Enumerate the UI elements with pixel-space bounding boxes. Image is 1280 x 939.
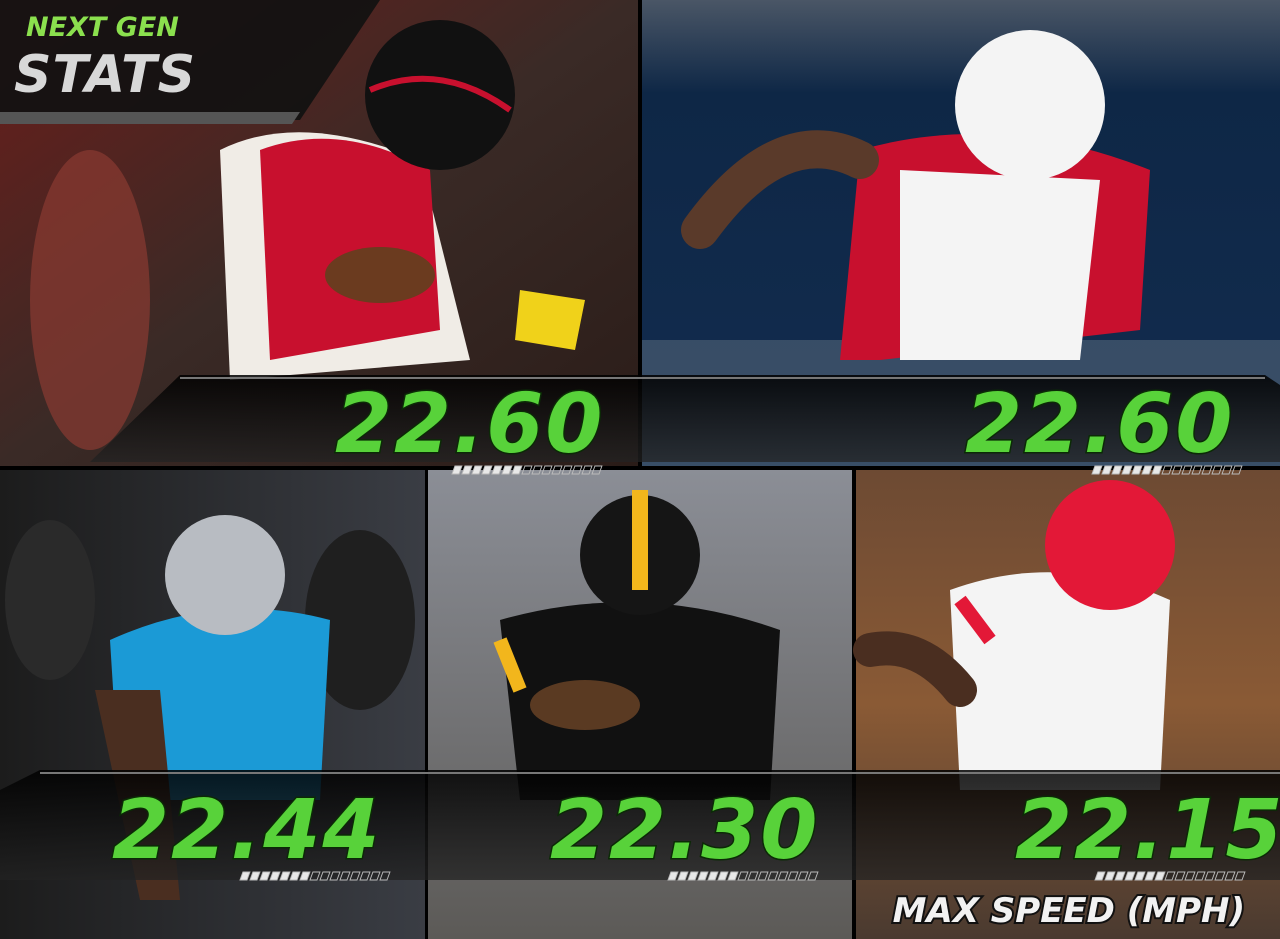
meter-segment [1134, 871, 1146, 881]
meter-segment [561, 465, 573, 475]
speed-value: 22.44 [112, 783, 381, 878]
meter-segment [747, 871, 759, 881]
meter-segment [541, 465, 553, 475]
logo-line2: STATS [14, 45, 196, 105]
meter-segment [1231, 465, 1243, 475]
meter-segment [511, 465, 523, 475]
meter-segment [339, 871, 351, 881]
speed-value: 22.15 [1015, 783, 1280, 878]
meter-segment [1161, 465, 1173, 475]
meter-segment [737, 871, 749, 881]
meter-segment [1204, 871, 1216, 881]
meter-segment [697, 871, 709, 881]
meter-segment [1114, 871, 1126, 881]
meter-segment [461, 465, 473, 475]
meter-segment [807, 871, 819, 881]
meter-segment [727, 871, 739, 881]
meter-segment [1201, 465, 1213, 475]
meter-segment [717, 871, 729, 881]
meter-segment [289, 871, 301, 881]
meter-segment [521, 465, 533, 475]
meter-segment [591, 465, 603, 475]
meter-segment [1154, 871, 1166, 881]
meter-segment [777, 871, 789, 881]
meter-segment [379, 871, 391, 881]
meter-segment [329, 871, 341, 881]
meter-segment [349, 871, 361, 881]
meter-segment [757, 871, 769, 881]
meter-segment [787, 871, 799, 881]
meter-segment [319, 871, 331, 881]
meter-segment [491, 465, 503, 475]
meter-segment [551, 465, 563, 475]
logo: NEXT GEN STATS [0, 0, 380, 124]
meter-segment [797, 871, 809, 881]
speed-bar-bottom [0, 770, 1280, 880]
caption: MAX SPEED (MPH) [893, 891, 1245, 931]
meter-segment [581, 465, 593, 475]
meter-segment [1174, 871, 1186, 881]
meter-segment [279, 871, 291, 881]
meter-segment [1234, 871, 1246, 881]
meter-segment [1124, 871, 1136, 881]
speed-value: 22.60 [965, 377, 1234, 472]
meter-segment [1111, 465, 1123, 475]
meter-segment [1181, 465, 1193, 475]
meter-segment [1171, 465, 1183, 475]
meter-segment [1221, 465, 1233, 475]
speed-bar-top [90, 375, 1280, 462]
speed-value: 22.60 [335, 377, 604, 472]
speed-value: 22.30 [550, 783, 819, 878]
meter-segment [259, 871, 271, 881]
meter-segment [1144, 871, 1156, 881]
meter-segment [1211, 465, 1223, 475]
meter-segment [501, 465, 513, 475]
meter-segment [1101, 465, 1113, 475]
meter-segment [1091, 465, 1103, 475]
meter-segment [369, 871, 381, 881]
meter-segment [1224, 871, 1236, 881]
meter-segment [531, 465, 543, 475]
meter-segment [1214, 871, 1226, 881]
meter-segment [1131, 465, 1143, 475]
meter-segment [471, 465, 483, 475]
meter-segment [451, 465, 463, 475]
meter-segment [667, 871, 679, 881]
meter-segment [309, 871, 321, 881]
meter-segment [1194, 871, 1206, 881]
meter-segment [359, 871, 371, 881]
meter-segment [269, 871, 281, 881]
meter-segment [1121, 465, 1133, 475]
meter-segment [299, 871, 311, 881]
meter-segment [239, 871, 251, 881]
meter-segment [767, 871, 779, 881]
meter-segment [677, 871, 689, 881]
meter-segment [1141, 465, 1153, 475]
meter-segment [249, 871, 261, 881]
meter-segment [1191, 465, 1203, 475]
meter-segment [1151, 465, 1163, 475]
speed-meters [239, 465, 1246, 881]
meter-segment [481, 465, 493, 475]
meter-segment [707, 871, 719, 881]
meter-segment [1104, 871, 1116, 881]
meter-segment [571, 465, 583, 475]
meter-segment [687, 871, 699, 881]
logo-line1: NEXT GEN [26, 12, 179, 43]
meter-segment [1164, 871, 1176, 881]
meter-segment [1094, 871, 1106, 881]
meter-segment [1184, 871, 1196, 881]
